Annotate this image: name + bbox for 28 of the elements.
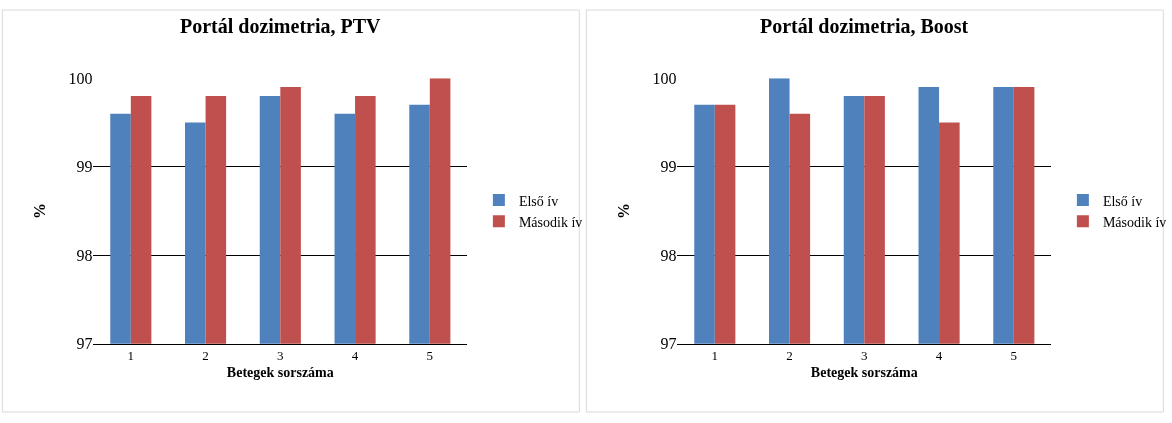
legend-label: Első ív bbox=[518, 193, 559, 209]
chart-title: Portál dozimetria, Boost bbox=[760, 15, 969, 37]
x-tick-label: 1 bbox=[711, 348, 719, 364]
x-tick-label: 2 bbox=[202, 348, 209, 364]
legend-label: Második ív bbox=[518, 214, 583, 230]
x-tick-label: 3 bbox=[277, 348, 284, 364]
y-axis-title: % bbox=[615, 203, 633, 219]
y-tick-label: 98 bbox=[660, 246, 677, 264]
x-tick-label: 4 bbox=[351, 348, 359, 364]
x-tick-label: 4 bbox=[935, 348, 943, 364]
x-axis-title: Betegek sorszáma bbox=[226, 364, 334, 380]
x-tick-label: 2 bbox=[786, 348, 793, 364]
y-axis-title: % bbox=[31, 203, 49, 219]
y-tick-label: 97 bbox=[76, 335, 93, 353]
y-tick-label: 99 bbox=[76, 158, 93, 176]
chart-title: Portál dozimetria, PTV bbox=[180, 15, 382, 37]
x-tick-label: 1 bbox=[127, 348, 135, 364]
legend-label: Második ív bbox=[1102, 214, 1167, 230]
x-tick-label: 5 bbox=[1010, 348, 1018, 364]
x-tick-label: 5 bbox=[426, 348, 434, 364]
x-tick-label: 3 bbox=[861, 348, 868, 364]
y-tick-label: 97 bbox=[660, 335, 677, 353]
y-tick-label: 100 bbox=[652, 69, 677, 87]
legend-label: Első ív bbox=[1102, 193, 1143, 209]
y-tick-label: 100 bbox=[68, 69, 93, 87]
y-tick-label: 99 bbox=[660, 158, 677, 176]
x-axis-title: Betegek sorszáma bbox=[810, 364, 918, 380]
y-tick-label: 98 bbox=[76, 246, 93, 264]
